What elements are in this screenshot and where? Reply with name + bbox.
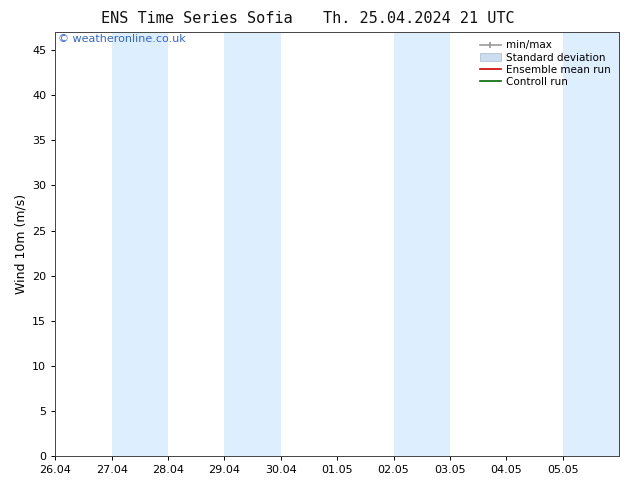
Bar (562, 32, 619, 456)
Bar (224, 32, 281, 456)
Bar (394, 32, 450, 456)
Text: ENS Time Series Sofia: ENS Time Series Sofia (101, 11, 292, 26)
Y-axis label: Wind 10m (m/s): Wind 10m (m/s) (15, 194, 28, 294)
Text: © weatheronline.co.uk: © weatheronline.co.uk (58, 34, 186, 44)
Text: Th. 25.04.2024 21 UTC: Th. 25.04.2024 21 UTC (323, 11, 514, 26)
Legend: min/max, Standard deviation, Ensemble mean run, Controll run: min/max, Standard deviation, Ensemble me… (477, 37, 614, 90)
Bar (112, 32, 168, 456)
